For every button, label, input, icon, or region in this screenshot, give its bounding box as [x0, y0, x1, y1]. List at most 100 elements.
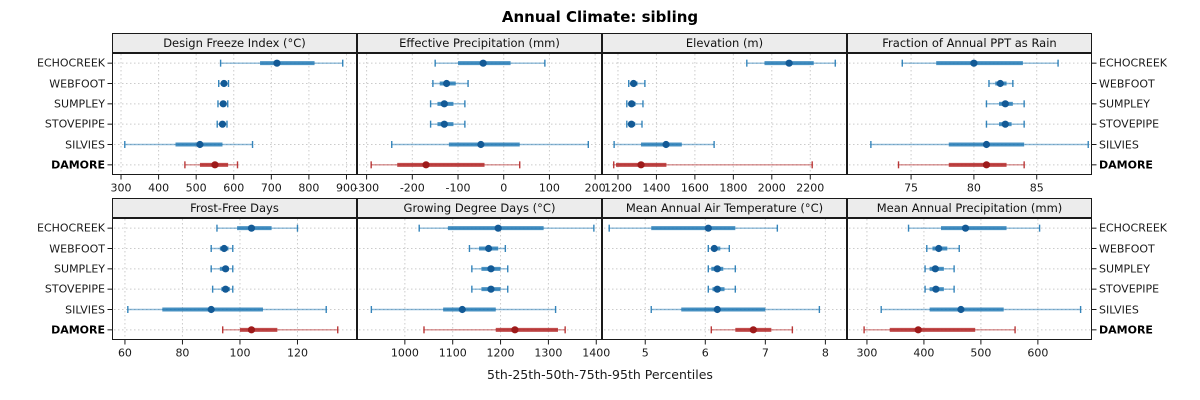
median-dot [440, 120, 448, 128]
x-tick-label: 1400 [642, 182, 670, 195]
site-label: WEBFOOT [1099, 77, 1155, 90]
strip-title: Mean Annual Air Temperature (°C) [626, 201, 823, 215]
panel-border [602, 53, 847, 175]
site-label: SUMPLEY [54, 262, 105, 276]
panel-border [112, 218, 357, 340]
median-dot [477, 140, 485, 149]
x-tick-label: 1200 [487, 347, 515, 360]
median-dot [422, 161, 430, 169]
x-tick-label: -200 [400, 182, 425, 195]
site-label: DAMORE [1099, 323, 1153, 337]
median-dot [458, 305, 466, 314]
median-dot [932, 285, 940, 293]
median-dot [629, 79, 638, 88]
median-dot [749, 326, 757, 334]
trellis-row-bottom: ECHOCREEK WEBFOOT SUMPLEY STOVEPIPE SILVIES D… [0, 198, 1200, 361]
plot-svg: Frost-Free Days 60 80 100 120 [107, 198, 357, 360]
strip [357, 198, 602, 218]
x-tick-label: 1200 [604, 182, 632, 195]
site-label: ECHOCREEK [1099, 56, 1167, 70]
panel-border [112, 53, 357, 175]
median-dot [957, 305, 965, 314]
strip-title: Elevation (m) [686, 36, 763, 50]
strip [112, 33, 357, 53]
site-label: STOVEPIPE [44, 117, 105, 131]
chart-title: Annual Climate: sibling [501, 8, 699, 26]
site-label: DAMORE [1099, 158, 1153, 172]
x-tick-label: -300 [354, 182, 379, 195]
x-tick-label: 5 [642, 347, 649, 360]
median-dot [961, 224, 970, 232]
median-dot [196, 140, 204, 149]
x-tick-label: 8 [822, 347, 829, 360]
site-label: ECHOCREEK [37, 221, 105, 235]
panel: Elevation (m) 1200 1400 1600 1800 2000 2200 [602, 33, 847, 196]
panel: Fraction of Annual PPT as Rain 75 80 85 [847, 33, 1097, 196]
panel-border [357, 53, 602, 175]
strip [847, 33, 1092, 53]
median-dot [996, 79, 1004, 88]
median-dot [970, 59, 978, 67]
median-dot [220, 79, 228, 88]
median-dot [494, 224, 502, 232]
site-label: WEBFOOT [49, 242, 105, 255]
caption: 5th-25th-50th-75th-95th Percentiles [487, 367, 713, 382]
x-tick-label: 1800 [719, 182, 747, 195]
median-dot [440, 100, 448, 108]
site-label: SUMPLEY [1099, 262, 1150, 276]
panel: Effective Precipitation (mm) -300 -200 -100… [354, 33, 606, 196]
median-dot [511, 326, 519, 334]
median-dot [211, 161, 219, 169]
x-tick-label: 200 [585, 182, 606, 195]
x-tick-label: 700 [261, 182, 282, 195]
panel-border [357, 218, 602, 340]
strip [112, 198, 357, 218]
strip [357, 33, 602, 53]
median-dot [627, 120, 636, 128]
site-label: STOVEPIPE [1099, 282, 1160, 296]
median-dot [713, 265, 721, 273]
plot-svg: Growing Degree Days (°C) 1000 1100 1200 1300… [357, 198, 610, 360]
median-dot [935, 244, 943, 253]
median-dot [218, 120, 227, 128]
median-dot [219, 100, 227, 108]
site-label: DAMORE [51, 323, 105, 337]
strip-title: Frost-Free Days [190, 201, 279, 215]
x-tick-label: 0 [500, 182, 507, 195]
site-label: WEBFOOT [1099, 242, 1155, 255]
median-dot [914, 326, 922, 334]
x-tick-label: 300 [856, 347, 877, 360]
median-dot [1001, 100, 1009, 108]
median-dot [479, 59, 487, 67]
median-dot [221, 285, 230, 293]
site-label: ECHOCREEK [1099, 221, 1167, 235]
x-tick-label: 6 [702, 347, 709, 360]
site-labels-right-bottom: ECHOCREEK WEBFOOT SUMPLEY STOVEPIPE SILVIES D… [1092, 198, 1200, 361]
site-label: SILVIES [65, 138, 105, 151]
x-tick-label: 600 [223, 182, 244, 195]
x-tick-label: 85 [1030, 182, 1044, 195]
x-tick-label: 1000 [391, 347, 419, 360]
site-label: SUMPLEY [54, 97, 105, 111]
site-label: STOVEPIPE [1099, 117, 1160, 131]
x-tick-label: 1400 [582, 347, 610, 360]
x-tick-label: 900 [336, 182, 357, 195]
x-tick-label: 800 [298, 182, 319, 195]
site-labels-left-top: ECHOCREEK WEBFOOT SUMPLEY STOVEPIPE SILVIES D… [0, 33, 112, 196]
median-dot [982, 140, 991, 149]
median-dot [487, 285, 495, 293]
site-label: ECHOCREEK [37, 56, 105, 70]
x-tick-label: 500 [186, 182, 207, 195]
x-tick-label: 75 [904, 182, 918, 195]
panel-border [847, 53, 1092, 175]
median-dot [637, 161, 645, 169]
x-tick-label: 60 [118, 347, 132, 360]
median-dot [704, 224, 712, 232]
panel: Mean Annual Precipitation (mm) 300 400 500 6… [847, 198, 1097, 361]
median-dot [484, 244, 493, 253]
site-label: WEBFOOT [49, 77, 105, 90]
strip [847, 198, 1092, 218]
site-label: DAMORE [51, 158, 105, 172]
median-dot [785, 59, 793, 67]
site-label: SILVIES [65, 303, 105, 316]
